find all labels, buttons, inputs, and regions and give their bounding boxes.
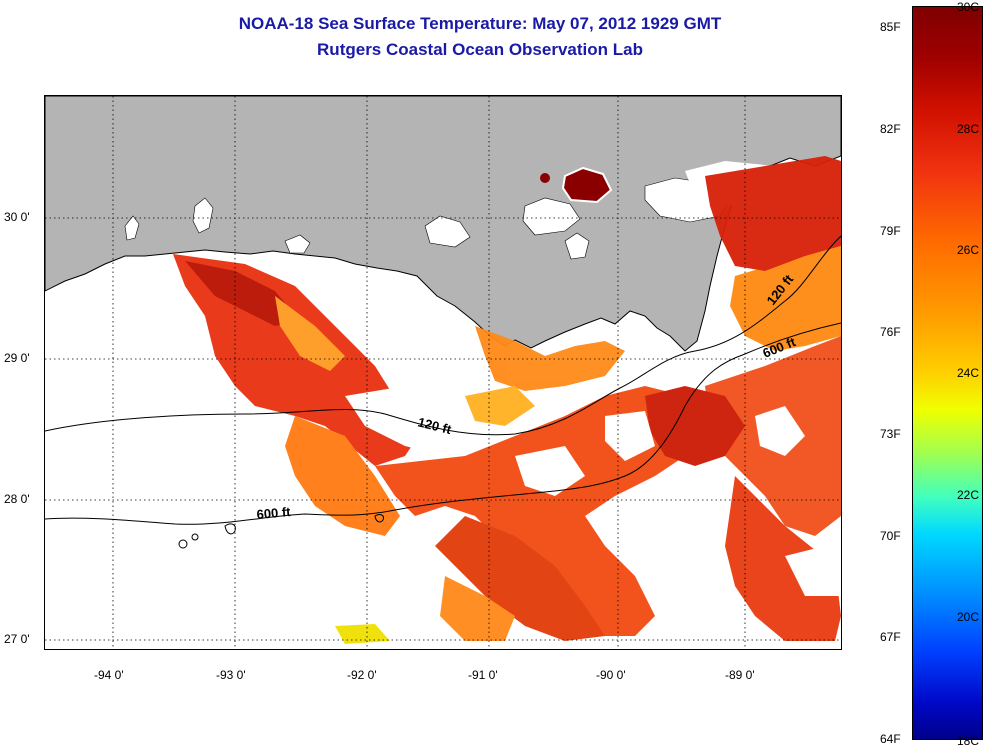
chart-subtitle: Rutgers Coastal Ocean Observation Lab (317, 40, 643, 59)
lat-label-29: 29 0' (4, 351, 30, 365)
cbar-f-76: 76F (880, 325, 901, 339)
contour-120ft-west (45, 235, 841, 436)
cbar-f-79: 79F (880, 224, 901, 238)
cbar-f-85: 85F (880, 20, 901, 34)
lon-label-94: -94 0' (94, 668, 124, 682)
cbar-c-18: 18C (957, 734, 980, 748)
cbar-c-28: 28C (957, 122, 980, 136)
lon-label-93: -93 0' (216, 668, 246, 682)
sst-map: 120 ft 600 ft 120 ft 600 ft (44, 95, 842, 650)
sst-data (173, 156, 841, 644)
cbar-f-64: 64F (880, 732, 901, 746)
cbar-c-22: 22C (957, 488, 980, 502)
chart-title: NOAA-18 Sea Surface Temperature: May 07,… (238, 14, 722, 33)
cbar-f-70: 70F (880, 529, 901, 543)
contour-label-600ft-a: 600 ft (256, 504, 292, 522)
lat-label-30: 30 0' (4, 210, 30, 224)
cbar-c-30: 30C (957, 0, 980, 14)
cbar-c-24: 24C (957, 366, 980, 380)
lat-label-28: 28 0' (4, 492, 30, 506)
lat-label-27: 27 0' (4, 632, 30, 646)
cbar-c-26: 26C (957, 243, 980, 257)
cbar-f-73: 73F (880, 427, 901, 441)
lon-label-90: -90 0' (596, 668, 626, 682)
cbar-f-82: 82F (880, 122, 901, 136)
cloud-gaps (345, 386, 841, 616)
lon-label-91: -91 0' (468, 668, 498, 682)
cbar-f-67: 67F (880, 630, 901, 644)
contours (45, 235, 841, 549)
lon-label-92: -92 0' (347, 668, 377, 682)
cbar-c-20: 20C (957, 610, 980, 624)
temperature-colorbar (912, 6, 983, 740)
map-svg: 120 ft 600 ft 120 ft 600 ft (45, 96, 841, 649)
lon-label-89: -89 0' (725, 668, 755, 682)
contour-600ft (45, 322, 841, 525)
